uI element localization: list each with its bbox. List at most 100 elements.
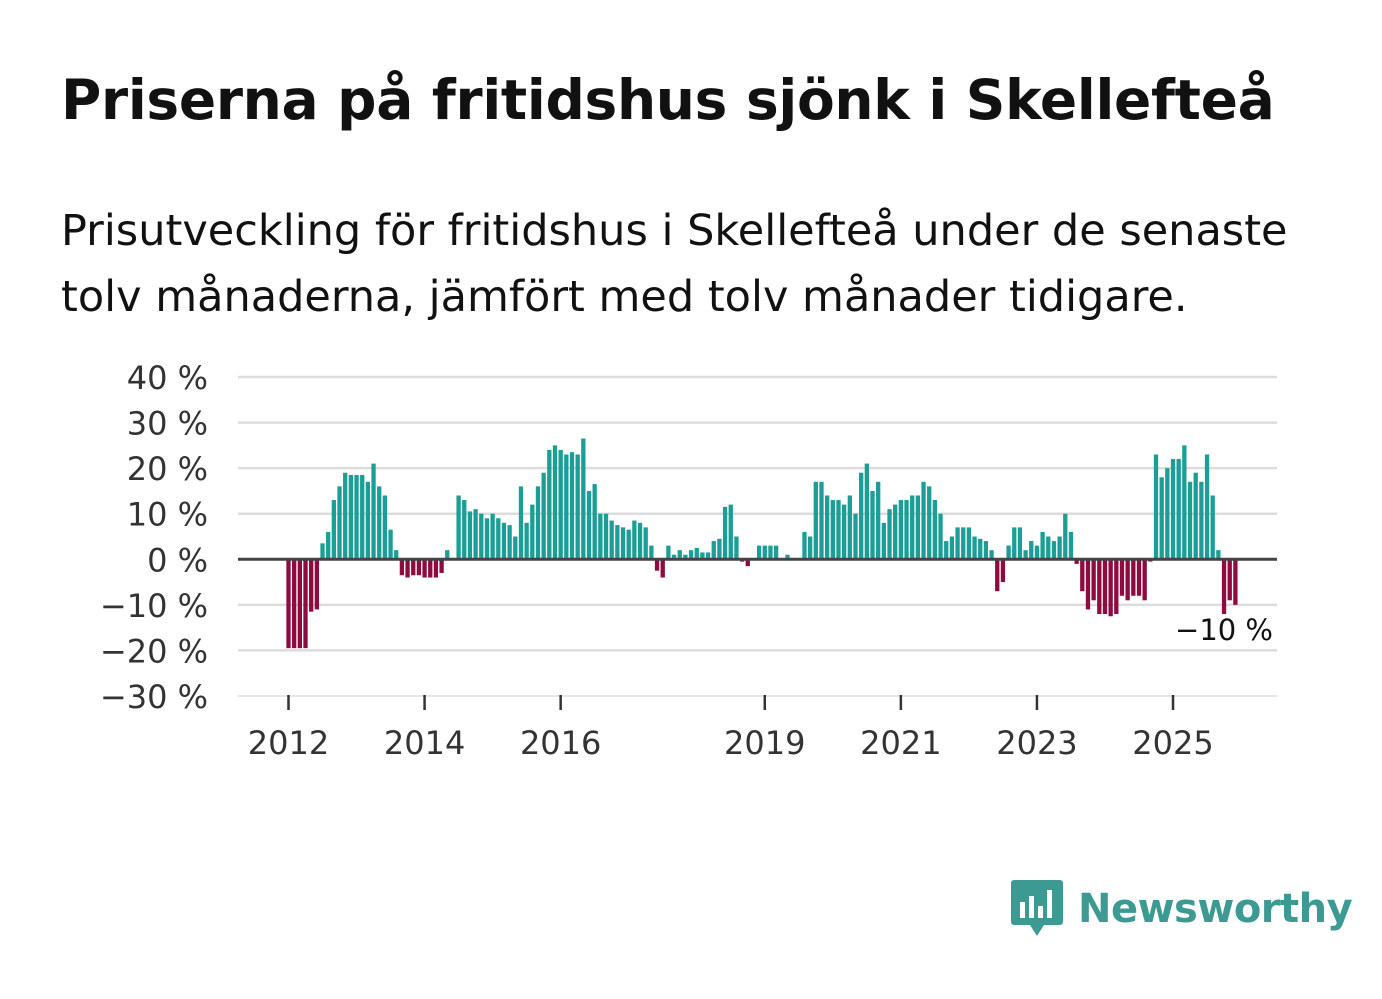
- bar: [388, 529, 393, 560]
- bar: [303, 559, 308, 649]
- bar: [870, 490, 875, 560]
- bar: [785, 554, 790, 560]
- bar: [836, 500, 841, 560]
- bar: [887, 509, 892, 560]
- bar: [501, 522, 507, 560]
- bar: [382, 495, 388, 560]
- bar: [1068, 531, 1074, 560]
- bar: [626, 529, 631, 560]
- y-tick-label: 20 %: [127, 450, 208, 488]
- bar: [422, 559, 427, 578]
- bar: [898, 500, 904, 560]
- bar: [910, 495, 915, 560]
- bar-chart-bubble-icon: [1011, 880, 1063, 936]
- bar: [1227, 559, 1232, 601]
- bar: [927, 486, 932, 560]
- bar: [1029, 541, 1034, 560]
- bar: [1085, 559, 1091, 610]
- bar: [416, 559, 422, 576]
- bar: [1125, 559, 1130, 601]
- y-tick-label: −20 %: [100, 632, 208, 670]
- bar: [915, 495, 921, 560]
- bar: [1000, 559, 1006, 583]
- y-tick-label: −10 %: [100, 587, 208, 625]
- brand-logo: Newsworthy: [1010, 878, 1353, 940]
- bar: [671, 554, 677, 560]
- bar: [581, 438, 586, 560]
- bar: [807, 536, 813, 560]
- bar: [411, 559, 416, 576]
- bar: [893, 504, 898, 560]
- bar: [541, 472, 546, 560]
- bar: [813, 481, 818, 560]
- bar: [326, 531, 331, 560]
- bar: [513, 536, 518, 560]
- bar: [1108, 559, 1113, 617]
- bar: [961, 527, 966, 560]
- bar: [479, 513, 484, 560]
- last-value-label: −10 %: [1175, 613, 1273, 647]
- y-tick-label: 0 %: [147, 541, 208, 579]
- bar: [643, 527, 648, 560]
- bar: [405, 559, 410, 578]
- bar: [592, 484, 597, 560]
- bar: [717, 538, 722, 560]
- bar: [456, 495, 461, 560]
- bar: [711, 541, 716, 560]
- bar: [1233, 559, 1238, 605]
- bar: [989, 550, 994, 560]
- bar: [802, 531, 807, 560]
- bar: [1221, 559, 1227, 614]
- bar: [1102, 559, 1108, 614]
- bar: [1199, 481, 1204, 560]
- bar: [1170, 459, 1176, 560]
- bar: [830, 500, 835, 560]
- bar: [1091, 559, 1096, 601]
- bar: [1204, 454, 1210, 560]
- x-tick-label: 2014: [384, 724, 465, 762]
- bar: [1040, 531, 1045, 560]
- bar: [881, 522, 886, 560]
- bar: [995, 559, 1000, 592]
- bar: [768, 545, 773, 560]
- bar: [938, 513, 943, 560]
- bar: [1210, 495, 1215, 560]
- bar: [467, 511, 473, 560]
- bar: [859, 472, 864, 560]
- bar: [343, 472, 348, 560]
- bar: [354, 474, 359, 560]
- bar: [331, 500, 337, 560]
- bar: [1034, 545, 1040, 560]
- bar: [547, 449, 552, 560]
- bar: [1165, 468, 1170, 560]
- bar: [722, 506, 728, 560]
- y-tick-label: 40 %: [127, 359, 208, 397]
- bar: [365, 481, 371, 560]
- bar: [847, 495, 852, 560]
- bar: [292, 559, 297, 649]
- bar: [1187, 481, 1193, 560]
- bar: [377, 486, 382, 560]
- bar: [518, 486, 524, 560]
- x-axis-ticks: 2012 2014 2016 2019 2021 2023 2025: [248, 695, 1214, 762]
- bar: [394, 550, 399, 560]
- x-tick-label: 2019: [724, 724, 805, 762]
- bar: [1131, 559, 1136, 596]
- bar: [1142, 559, 1147, 601]
- bar: [1136, 559, 1142, 596]
- bar: [921, 481, 926, 560]
- bar: [1074, 559, 1079, 564]
- y-axis-ticks: 40 % 30 % 20 % 10 % 0 % −10 % −20 % −30 %: [100, 359, 208, 716]
- bar: [904, 500, 909, 560]
- bar: [496, 518, 501, 560]
- x-tick-label: 2012: [248, 724, 329, 762]
- bar: [399, 559, 405, 576]
- bar: [428, 559, 433, 578]
- bar: [745, 559, 750, 567]
- bar: [654, 559, 660, 571]
- bar: [320, 543, 325, 560]
- bar: [371, 463, 376, 560]
- bar: [1051, 541, 1057, 560]
- bar: [615, 525, 620, 560]
- bar: [864, 463, 869, 560]
